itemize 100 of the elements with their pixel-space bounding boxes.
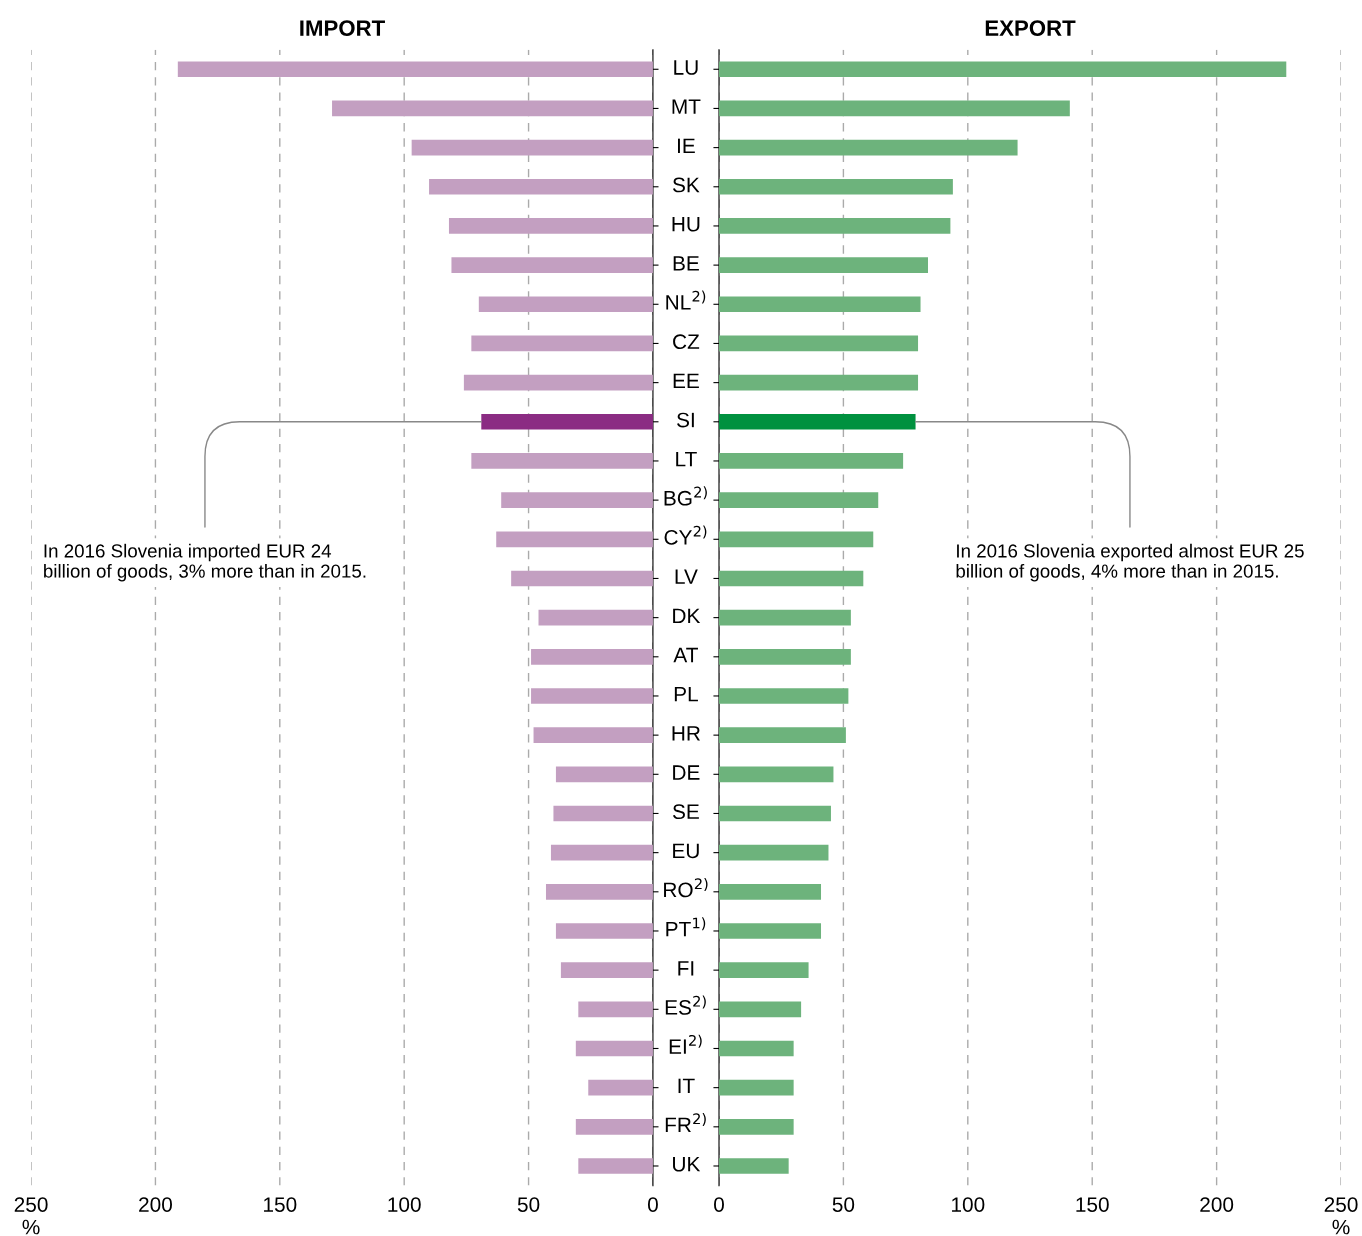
y-tick-label: PL bbox=[674, 687, 698, 702]
bar bbox=[719, 178, 953, 195]
bar bbox=[719, 805, 831, 822]
bar bbox=[719, 570, 864, 587]
y-tick-label: EE bbox=[673, 373, 699, 389]
bar bbox=[555, 766, 653, 783]
y-tick-label: CZ bbox=[673, 334, 700, 350]
y-tick-label: FI bbox=[678, 961, 694, 976]
y-tick-label: EI$^{2)}$ bbox=[669, 1034, 702, 1054]
y-tick-label: SE bbox=[672, 804, 699, 820]
bar bbox=[553, 805, 653, 822]
bar bbox=[411, 139, 653, 156]
y-tick-label: HU bbox=[672, 217, 700, 232]
bar bbox=[448, 218, 653, 234]
y-tick-label: EU bbox=[673, 843, 699, 859]
chart-title: EXPORT bbox=[985, 20, 1076, 37]
bar bbox=[719, 648, 851, 665]
y-tick-label: DE bbox=[673, 765, 700, 780]
y-tick-label: HR bbox=[672, 726, 700, 741]
bar bbox=[478, 296, 653, 313]
y-tick-label: PT$^{1)}$ bbox=[666, 917, 706, 937]
x-tick-label: 150 bbox=[1076, 1197, 1109, 1212]
x-tick-label: 50 bbox=[517, 1197, 540, 1212]
y-tick-label: LT bbox=[676, 452, 697, 467]
bar bbox=[719, 844, 829, 861]
y-tick-label: LV bbox=[675, 569, 698, 584]
bar bbox=[511, 570, 653, 587]
bar bbox=[719, 923, 822, 939]
bar bbox=[719, 61, 1287, 78]
bar bbox=[538, 609, 653, 626]
y-tick-label: BG$^{2)}$ bbox=[664, 486, 707, 506]
bar bbox=[501, 492, 653, 508]
bar bbox=[578, 1158, 653, 1174]
x-tick-label: 100 bbox=[388, 1197, 421, 1212]
y-tick-label: IT bbox=[678, 1078, 695, 1094]
bar bbox=[531, 648, 653, 665]
bar bbox=[719, 1158, 789, 1174]
bar bbox=[332, 100, 653, 117]
bar bbox=[451, 257, 653, 273]
y-tick-label: LU bbox=[674, 60, 698, 75]
x-tick-label: 100 bbox=[952, 1197, 985, 1212]
bar bbox=[463, 374, 653, 391]
bar bbox=[719, 1118, 794, 1135]
bar bbox=[496, 531, 653, 548]
bar bbox=[719, 609, 851, 626]
bar bbox=[588, 1079, 653, 1096]
bar bbox=[719, 766, 834, 783]
x-tick-label: 250 % bbox=[1324, 1197, 1358, 1235]
bar bbox=[471, 453, 653, 469]
y-tick-label: IE bbox=[677, 138, 695, 153]
bar bbox=[177, 61, 653, 78]
y-tick-label: BE bbox=[673, 256, 699, 271]
bar bbox=[719, 100, 1070, 117]
bar bbox=[719, 1079, 794, 1096]
x-tick-label: 150 bbox=[264, 1197, 297, 1212]
y-tick-label: FR$^{2)}$ bbox=[665, 1113, 706, 1133]
bar bbox=[481, 413, 653, 430]
y-tick-label: MT bbox=[672, 99, 701, 114]
y-tick-label: RO$^{2)}$ bbox=[664, 878, 708, 898]
y-tick-label: NL$^{2)}$ bbox=[666, 290, 706, 310]
bar bbox=[550, 844, 653, 861]
annotation: In 2016 Slovenia imported EUR 24 billion of goods, 3% more than in 2015. bbox=[44, 543, 366, 582]
y-tick-label: ES$^{2)}$ bbox=[665, 995, 706, 1015]
bar bbox=[719, 257, 928, 273]
annotation: In 2016 Slovenia exported almost EUR 25 billion of goods, 4% more than in 2015. bbox=[956, 543, 1304, 582]
bar bbox=[560, 962, 653, 978]
bar bbox=[719, 492, 879, 508]
bar bbox=[719, 296, 921, 313]
bar bbox=[719, 688, 849, 704]
bar bbox=[719, 139, 1018, 156]
bar bbox=[719, 727, 846, 743]
bar bbox=[578, 1001, 653, 1018]
x-tick-label: 50 bbox=[832, 1197, 855, 1212]
y-tick-label: SI bbox=[677, 412, 694, 428]
bar bbox=[575, 1040, 653, 1057]
y-tick-label: UK bbox=[673, 1157, 701, 1172]
bar bbox=[531, 688, 653, 704]
x-tick-label: 0 bbox=[647, 1197, 658, 1212]
bar bbox=[719, 453, 904, 469]
bar bbox=[471, 335, 653, 352]
bar bbox=[719, 218, 951, 234]
x-tick-label: 200 bbox=[139, 1197, 172, 1212]
x-tick-label: 200 bbox=[1200, 1197, 1234, 1212]
y-tick-label: DK bbox=[673, 608, 701, 624]
bar bbox=[533, 727, 653, 743]
bar bbox=[429, 178, 653, 195]
bar bbox=[555, 923, 653, 939]
bar bbox=[719, 962, 809, 978]
y-tick-label: CY$^{2)}$ bbox=[664, 525, 707, 545]
bar bbox=[719, 1040, 794, 1057]
y-tick-label: AT bbox=[673, 647, 698, 663]
bar bbox=[719, 335, 919, 352]
bar bbox=[719, 883, 822, 900]
bar bbox=[719, 374, 919, 391]
bar bbox=[719, 413, 916, 430]
x-tick-label: 0 bbox=[714, 1197, 724, 1212]
x-tick-label: 250 % bbox=[14, 1197, 48, 1235]
bar bbox=[545, 883, 653, 900]
y-tick-label: SK bbox=[672, 177, 700, 193]
bar bbox=[719, 1001, 802, 1018]
